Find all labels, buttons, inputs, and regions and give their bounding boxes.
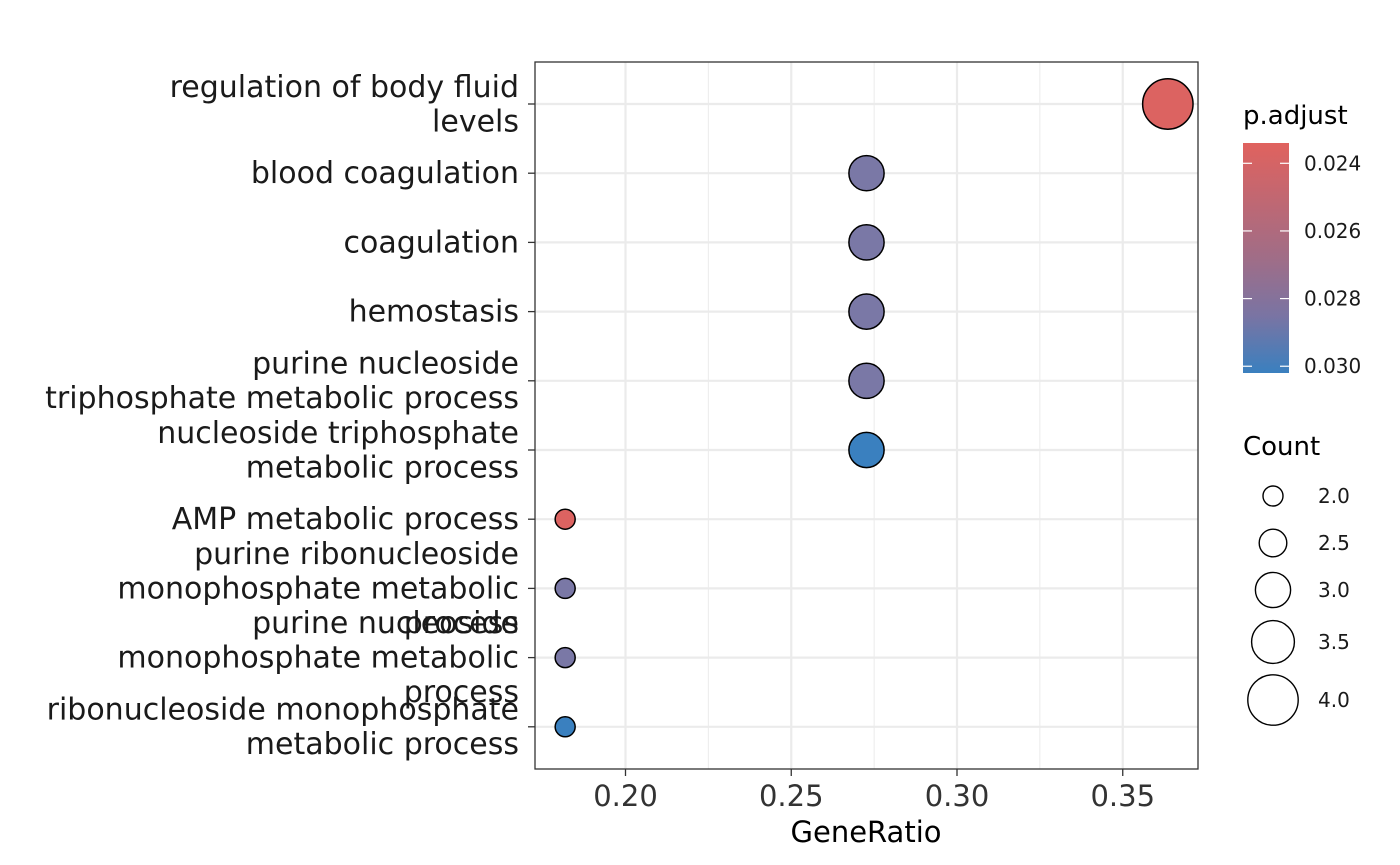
- size-legend-label: 4.0: [1318, 688, 1350, 712]
- y-tick-label: process: [404, 606, 519, 641]
- x-axis-title: GeneRatio: [791, 815, 942, 849]
- y-tick-label: AMP metabolic process: [172, 502, 519, 537]
- y-tick-label: monophosphate metabolic: [117, 641, 519, 676]
- size-legend-items: 2.0 2.5 3.0 3.5 4.0: [1247, 484, 1350, 726]
- color-legend-label: 0.030: [1304, 354, 1361, 378]
- size-legend-key: [1247, 674, 1299, 726]
- y-tick-label: process: [404, 675, 519, 710]
- y-tick-label: purine ribonucleoside: [194, 537, 519, 572]
- color-legend-ticks: 0.024 0.026 0.028 0.030: [1243, 151, 1361, 378]
- x-tick-label: 0.25: [759, 779, 824, 813]
- data-point: [848, 293, 885, 330]
- data-point: [554, 508, 576, 530]
- color-legend-label: 0.028: [1304, 287, 1361, 311]
- size-legend-key: [1258, 528, 1288, 558]
- data-point: [848, 431, 885, 469]
- x-tick-label: 0.30: [925, 779, 990, 813]
- color-legend-label: 0.026: [1304, 219, 1361, 243]
- color-legend-title: p.adjust: [1243, 101, 1348, 131]
- y-tick-label: nucleoside triphosphate: [157, 416, 519, 451]
- data-point: [1141, 78, 1194, 130]
- y-tick-label: blood coagulation: [251, 156, 519, 191]
- size-legend-label: 3.0: [1318, 578, 1350, 602]
- y-tick-label: regulation of body fluid: [170, 70, 519, 105]
- data-point: [848, 224, 885, 261]
- size-legend-label: 2.5: [1318, 531, 1350, 555]
- color-legend: p.adjust 0.024 0.026 0.028 0.030: [1243, 101, 1361, 378]
- data-point: [554, 577, 576, 600]
- y-tick-label: purine nucleoside: [252, 347, 519, 382]
- y-tick-label: monophosphate metabolic: [117, 571, 519, 606]
- x-axis: 0.20 0.25 0.30 0.35: [593, 769, 1155, 813]
- x-tick-label: 0.20: [593, 779, 658, 813]
- y-tick-label: triphosphate metabolic process: [45, 381, 519, 416]
- data-point: [848, 362, 885, 400]
- size-legend-key: [1254, 571, 1292, 609]
- y-tick-label: purine nucleoside: [252, 606, 519, 641]
- y-tick-label: metabolic process: [246, 727, 519, 762]
- x-tick-label: 0.35: [1090, 779, 1155, 813]
- size-legend-key: [1262, 485, 1284, 507]
- size-legend-label: 3.5: [1318, 630, 1350, 654]
- size-legend: Count 2.0 2.5 3.0 3.5 4.0: [1243, 432, 1350, 726]
- data-points: [554, 78, 1194, 738]
- y-tick-label: hemostasis: [349, 295, 519, 330]
- size-legend-key: [1250, 619, 1296, 665]
- y-tick-label: coagulation: [344, 225, 519, 260]
- y-tick-label: metabolic process: [246, 450, 519, 485]
- data-point: [554, 716, 576, 738]
- plot-panel-border: [534, 61, 1199, 770]
- y-tick-label: levels: [432, 104, 519, 139]
- color-legend-bar: [1243, 143, 1289, 373]
- color-legend-label: 0.024: [1304, 151, 1361, 175]
- y-tick-label: ribonucleoside monophosphate: [47, 693, 519, 728]
- size-legend-label: 2.0: [1318, 484, 1350, 508]
- data-point: [848, 154, 885, 192]
- size-legend-title: Count: [1243, 432, 1320, 462]
- data-point: [554, 646, 576, 669]
